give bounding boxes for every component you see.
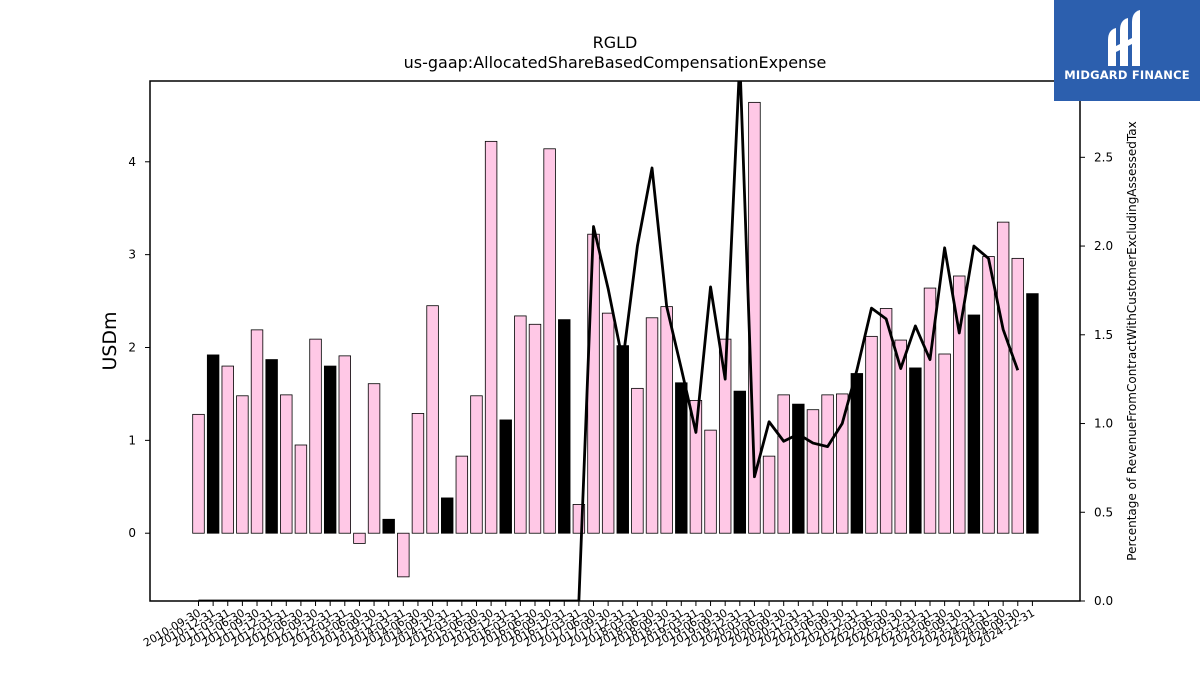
bar-2024-06-30 bbox=[996, 221, 1010, 534]
bar-2018-06-30 bbox=[645, 317, 659, 534]
y2-tick-label: 2.5 bbox=[1094, 150, 1113, 164]
bar-2014-06-30 bbox=[411, 413, 425, 534]
bar-2017-03-31 bbox=[572, 504, 586, 534]
bar-2011-06-30 bbox=[236, 395, 249, 534]
bar-2015-03-31 bbox=[455, 455, 469, 534]
bar-2018-09-30 bbox=[660, 306, 673, 534]
bar-2019-06-30 bbox=[704, 429, 717, 534]
bar-2022-03-31 bbox=[865, 335, 878, 534]
y-tick-label: 4 bbox=[128, 155, 136, 169]
bar-2013-09-30 bbox=[367, 383, 381, 534]
bar-2020-06-30 bbox=[762, 455, 776, 534]
bar-2019-12-31 bbox=[733, 390, 747, 534]
bar-2015-09-30 bbox=[484, 140, 498, 534]
bar-2022-09-30 bbox=[894, 339, 907, 534]
plot-frame bbox=[149, 80, 1081, 602]
y2-tick-label: 0.5 bbox=[1094, 505, 1113, 519]
bar-2015-12-31 bbox=[499, 419, 512, 534]
bar-2023-09-30 bbox=[953, 275, 966, 534]
bar-2016-03-31 bbox=[514, 315, 527, 534]
right-axis: 0.0 0.5 1.0 1.5 2.0 2.5 bbox=[1080, 150, 1113, 608]
bar-2012-12-31 bbox=[323, 365, 337, 534]
bar-2010-12-31 bbox=[206, 354, 220, 534]
bar-2023-03-31 bbox=[923, 287, 937, 534]
bar-2012-09-30 bbox=[309, 338, 322, 534]
bar-2012-03-31 bbox=[280, 394, 293, 534]
y2-tick-label: 1.0 bbox=[1094, 417, 1113, 431]
bar-2022-12-31 bbox=[909, 367, 922, 534]
bar-2016-06-30 bbox=[528, 323, 542, 534]
bar-2017-12-31 bbox=[616, 345, 629, 534]
y-tick-label: 1 bbox=[128, 433, 136, 447]
bar-2010-09-30 bbox=[192, 413, 205, 534]
bar-2011-09-30 bbox=[250, 329, 264, 534]
bar-2016-12-31 bbox=[558, 319, 571, 534]
bar-2020-12-31 bbox=[792, 403, 805, 534]
y-tick-label: 3 bbox=[128, 248, 136, 262]
bar-2012-06-30 bbox=[294, 444, 308, 534]
bar-2014-12-31 bbox=[441, 497, 454, 534]
bar-2019-09-30 bbox=[718, 338, 732, 534]
y-axis-label: USDm bbox=[99, 311, 121, 370]
bar-2017-09-30 bbox=[601, 312, 615, 534]
bar-2013-03-31 bbox=[338, 355, 352, 534]
bar-2022-06-30 bbox=[879, 308, 893, 534]
bar-2017-06-30 bbox=[587, 233, 600, 534]
y-tick-label: 2 bbox=[128, 341, 136, 355]
ratio-line bbox=[198, 81, 1020, 601]
logo-text: MIDGARD FINANCE bbox=[1064, 68, 1190, 82]
bar-2013-12-31 bbox=[382, 518, 395, 534]
bar-2018-12-31 bbox=[675, 382, 688, 534]
bar-2021-03-31 bbox=[806, 409, 820, 534]
bar-2023-06-30 bbox=[938, 353, 951, 534]
x-axis: 2010-09-302010-12-312011-03-312011-06-30… bbox=[141, 601, 1037, 650]
bar-2011-03-31 bbox=[221, 365, 234, 534]
y2-tick-label: 2.0 bbox=[1094, 239, 1113, 253]
chart-title: RGLD bbox=[593, 33, 638, 52]
bar-2014-09-30 bbox=[426, 305, 439, 534]
bar-2024-09-30 bbox=[1011, 257, 1024, 534]
bar-2024-03-31 bbox=[982, 256, 995, 534]
bar-2016-09-30 bbox=[543, 148, 556, 534]
bar-2023-12-31 bbox=[967, 314, 981, 534]
midgard-finance-logo: MIDGARD FINANCE bbox=[1054, 0, 1200, 101]
midgard-logo-icon bbox=[1108, 10, 1140, 66]
bar-2019-03-31 bbox=[689, 400, 703, 534]
left-axis: 0 1 2 3 4 bbox=[128, 155, 150, 540]
y2-tick-label: 1.5 bbox=[1094, 328, 1113, 342]
bar-2024-12-31 bbox=[1026, 293, 1039, 534]
bar-2013-06-30 bbox=[353, 532, 366, 544]
bar-2014-03-31 bbox=[397, 532, 410, 578]
bar-series bbox=[192, 101, 1039, 578]
y2-axis-label: Percentage of RevenueFromContractWithCus… bbox=[1125, 121, 1139, 560]
y-tick-label: 0 bbox=[128, 526, 136, 540]
bar-2015-06-30 bbox=[470, 395, 483, 534]
y2-tick-label: 0.0 bbox=[1094, 594, 1113, 608]
line-series bbox=[198, 81, 1020, 601]
bar-2011-12-31 bbox=[265, 359, 278, 534]
bar-2020-09-30 bbox=[777, 394, 790, 534]
bar-2018-03-31 bbox=[631, 387, 644, 534]
bar-2021-09-30 bbox=[836, 393, 849, 534]
bar-2021-06-30 bbox=[821, 394, 834, 534]
chart-subtitle: us-gaap:AllocatedShareBasedCompensationE… bbox=[404, 53, 827, 72]
bar-2021-12-31 bbox=[850, 373, 864, 534]
